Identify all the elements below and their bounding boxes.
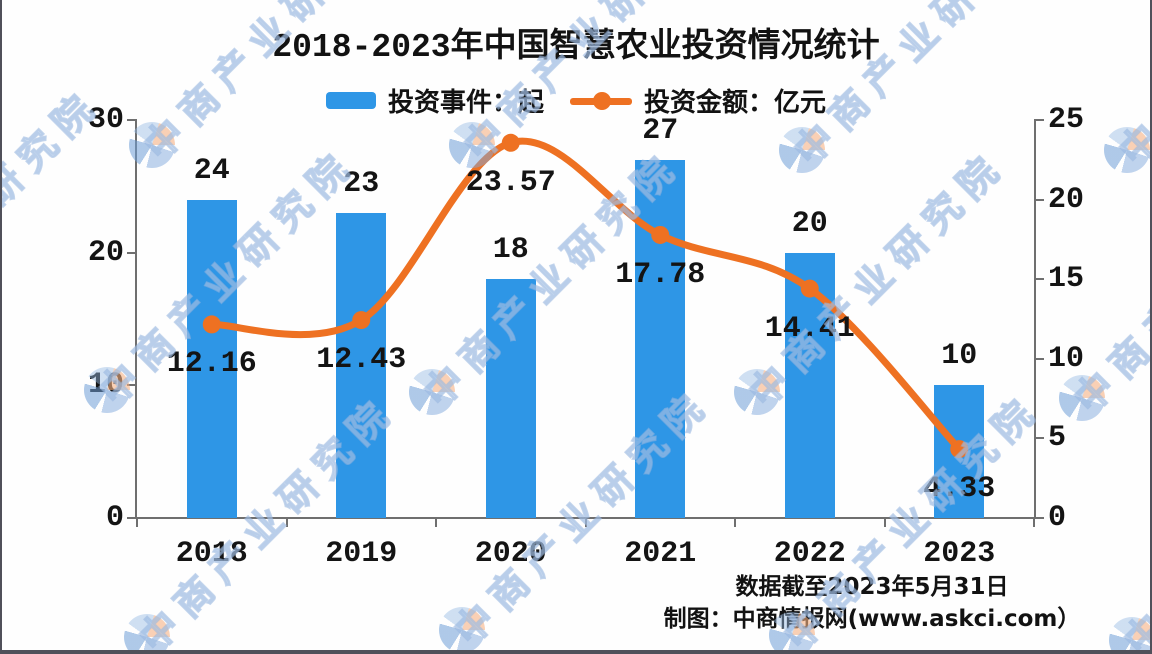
- legend-bar-label: 投资事件：起: [387, 88, 544, 118]
- x-axis-category-label: 2019: [325, 537, 398, 571]
- footer-data-cutoff: 数据截至2023年5月31日: [735, 574, 1009, 600]
- line-value-label: 17.78: [615, 257, 706, 292]
- x-axis-category-label: 2021: [624, 537, 697, 571]
- right-axis-tick: [1036, 437, 1044, 440]
- line-path: [208, 137, 963, 453]
- line-value-label: 12.16: [166, 347, 257, 382]
- left-axis-line: [135, 119, 137, 519]
- line-marker-2022: [800, 279, 819, 298]
- bar-value-label: 20: [791, 206, 828, 241]
- x-axis-tick: [1033, 518, 1035, 527]
- bar-value-label: 27: [642, 113, 679, 148]
- bar-value-label: 10: [941, 339, 978, 374]
- right-axis-tick: [1036, 357, 1044, 360]
- left-axis-tick-label: 0: [105, 501, 124, 535]
- left-axis-tick: [127, 517, 135, 519]
- right-axis-tick-label: 20: [1048, 182, 1085, 217]
- x-axis-category-label: 2018: [175, 537, 248, 571]
- chart-footer: 数据截至2023年5月31日 制图：中商情报网(www.askci.com）: [632, 571, 1112, 635]
- right-axis-tick: [1036, 517, 1044, 519]
- x-axis-category-label: 2020: [474, 537, 547, 571]
- x-axis-category-label: 2023: [923, 537, 996, 571]
- legend-line-swatch: [570, 91, 632, 110]
- line-marker-2019: [352, 311, 371, 330]
- bar-2021: [635, 159, 686, 518]
- right-axis-tick: [1036, 119, 1044, 121]
- left-axis-tick-label: 20: [87, 235, 124, 270]
- right-axis-tick-label: 0: [1048, 501, 1067, 535]
- right-axis-tick: [1036, 278, 1044, 281]
- bottom-axis-line: [128, 517, 1036, 519]
- left-axis-tick-label: 30: [87, 103, 124, 137]
- left-axis-tick: [127, 384, 135, 387]
- left-axis-tick: [127, 251, 135, 254]
- line-value-label: 23.57: [465, 165, 556, 200]
- x-axis-tick: [435, 518, 437, 527]
- x-axis-tick: [734, 518, 736, 527]
- line-marker-2020: [501, 133, 520, 152]
- x-axis-category-label: 2022: [773, 537, 846, 571]
- chart-title: 2018-2023年中国智慧农业投资情况统计: [272, 29, 880, 66]
- right-axis-tick-label: 25: [1048, 103, 1085, 137]
- line-value-label: 12.43: [316, 343, 407, 378]
- right-axis-tick-label: 15: [1048, 262, 1085, 297]
- legend-line-dot-icon: [593, 91, 611, 110]
- line-marker-2021: [651, 225, 670, 244]
- bar-value-label: 23: [343, 166, 380, 201]
- legend-bar-swatch: [325, 92, 376, 109]
- line-value-label: 14.41: [764, 311, 855, 346]
- bar-value-label: 24: [193, 153, 230, 188]
- line-marker-2018: [202, 315, 221, 334]
- right-axis-tick-label: 10: [1048, 341, 1085, 376]
- right-axis-tick-label: 5: [1048, 421, 1067, 456]
- bar-2019: [336, 212, 387, 518]
- bar-value-label: 18: [492, 233, 529, 268]
- bar-2020: [485, 279, 536, 518]
- x-axis-tick: [285, 518, 288, 527]
- right-axis-tick: [1036, 198, 1044, 201]
- x-axis-tick: [584, 518, 587, 527]
- right-axis-line: [1034, 119, 1036, 519]
- footer-source: 制图：中商情报网(www.askci.com）: [663, 606, 1081, 632]
- line-value-label: 4.33: [923, 472, 996, 507]
- line-marker-2023: [950, 440, 969, 459]
- left-axis-tick: [127, 119, 135, 121]
- x-axis-tick: [883, 518, 886, 527]
- x-axis-tick: [136, 518, 138, 527]
- chart-legend: 投资事件：起 投资金额：亿元: [2, 82, 1150, 119]
- legend-line-label: 投资金额：亿元: [644, 88, 827, 118]
- bar-2018: [186, 199, 237, 518]
